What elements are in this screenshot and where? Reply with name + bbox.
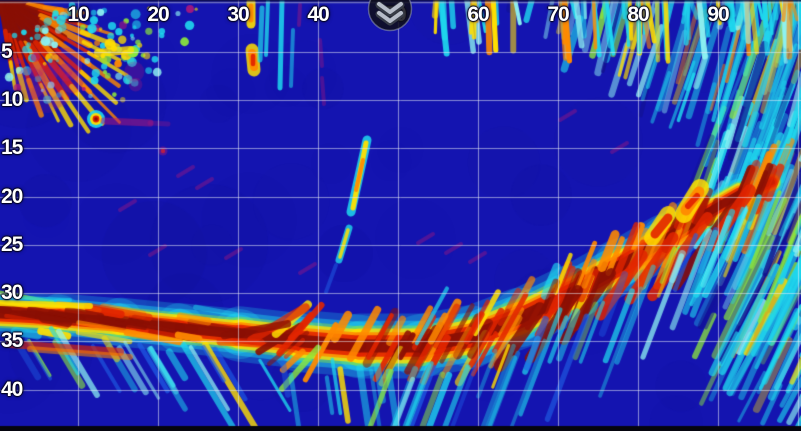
chevrons-down-icon xyxy=(367,0,413,32)
menu-pull-tab[interactable] xyxy=(367,0,413,32)
